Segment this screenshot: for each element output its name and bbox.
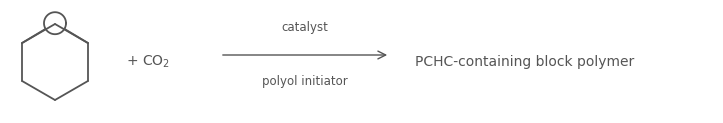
Text: + CO$_2$: + CO$_2$ xyxy=(126,54,170,70)
Text: PCHC-containing block polymer: PCHC-containing block polymer xyxy=(415,55,634,69)
Text: polyol initiator: polyol initiator xyxy=(262,76,348,89)
Text: catalyst: catalyst xyxy=(281,22,328,34)
